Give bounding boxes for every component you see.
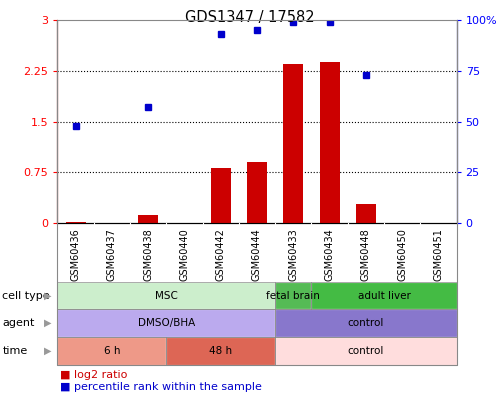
Text: GSM60436: GSM60436 (70, 228, 80, 281)
Text: ■ log2 ratio: ■ log2 ratio (60, 370, 127, 379)
Text: GSM60434: GSM60434 (324, 228, 334, 281)
Text: MSC: MSC (155, 291, 178, 301)
Text: ▶: ▶ (43, 346, 51, 356)
Text: GSM60440: GSM60440 (180, 228, 190, 281)
Text: GDS1347 / 17582: GDS1347 / 17582 (185, 10, 314, 25)
Text: time: time (2, 346, 28, 356)
Bar (138, 215, 158, 223)
Bar (247, 162, 267, 223)
Text: GSM60437: GSM60437 (107, 228, 117, 281)
Text: ▶: ▶ (43, 318, 51, 328)
Text: GSM60442: GSM60442 (216, 228, 226, 281)
Text: 6 h: 6 h (104, 346, 120, 356)
Text: control: control (348, 318, 384, 328)
Text: GSM60444: GSM60444 (252, 228, 262, 281)
Text: fetal brain: fetal brain (266, 291, 320, 301)
Text: ▶: ▶ (43, 291, 51, 301)
Bar (65, 222, 85, 223)
Text: GSM60448: GSM60448 (361, 228, 371, 281)
Text: GSM60450: GSM60450 (397, 228, 407, 281)
Bar (211, 168, 231, 223)
Text: cell type: cell type (2, 291, 50, 301)
Text: 48 h: 48 h (209, 346, 232, 356)
Text: agent: agent (2, 318, 35, 328)
Text: DMSO/BHA: DMSO/BHA (138, 318, 195, 328)
Bar (283, 64, 303, 223)
Text: GSM60438: GSM60438 (143, 228, 153, 281)
Text: GSM60433: GSM60433 (288, 228, 298, 281)
Text: control: control (348, 346, 384, 356)
Text: ■ percentile rank within the sample: ■ percentile rank within the sample (60, 382, 262, 392)
Bar (356, 204, 376, 223)
Bar (319, 62, 339, 223)
Text: adult liver: adult liver (358, 291, 411, 301)
Text: GSM60451: GSM60451 (434, 228, 444, 281)
